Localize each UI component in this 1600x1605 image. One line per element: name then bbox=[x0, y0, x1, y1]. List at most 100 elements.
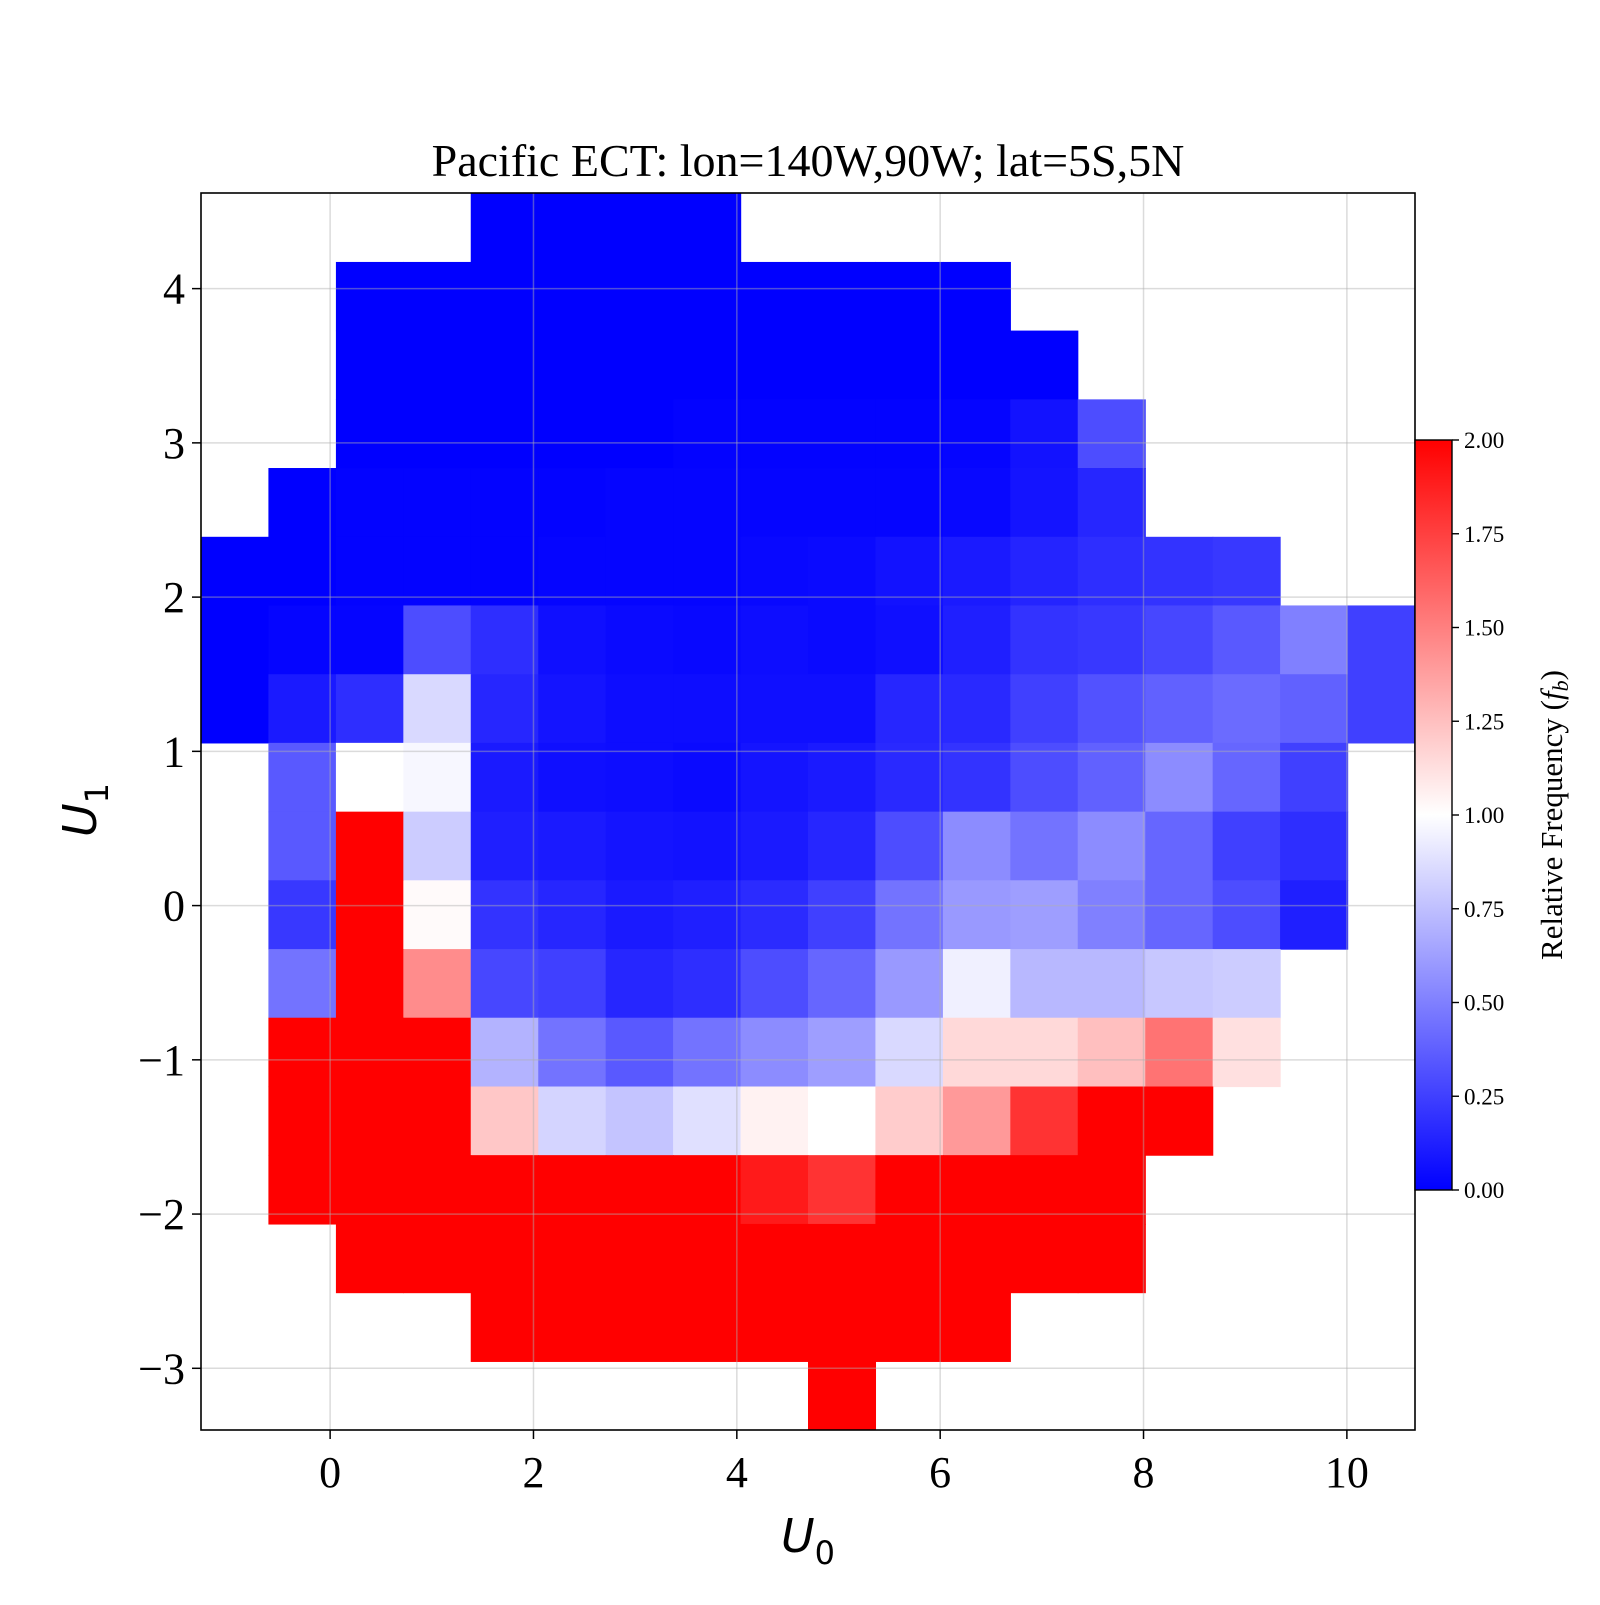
heatmap-cell bbox=[538, 742, 607, 813]
heatmap-cell bbox=[808, 880, 877, 950]
heatmap-cell bbox=[1077, 1155, 1146, 1225]
heatmap-cell bbox=[1010, 811, 1079, 881]
heatmap-cell bbox=[1145, 811, 1214, 881]
heatmap-cell bbox=[673, 1223, 742, 1294]
heatmap-cell bbox=[1010, 1223, 1079, 1294]
heatmap-cell bbox=[1010, 330, 1079, 400]
heatmap-cell bbox=[605, 1086, 674, 1156]
x-axis: 0 2 4 6 8 10 bbox=[319, 1430, 1369, 1497]
heatmap-cell bbox=[268, 1086, 337, 1156]
heatmap-cell bbox=[740, 399, 809, 469]
heatmap-cell bbox=[538, 811, 607, 881]
heatmap-cell bbox=[335, 949, 404, 1019]
heatmap-cell bbox=[403, 1017, 472, 1088]
heatmap-cell bbox=[942, 536, 1011, 607]
heatmap-cell bbox=[403, 330, 472, 400]
heatmap-cell bbox=[335, 399, 404, 469]
heatmap-cell bbox=[875, 468, 944, 538]
x-tick-label: 0 bbox=[319, 1448, 341, 1497]
heatmap-cell bbox=[605, 674, 674, 744]
heatmap-cell bbox=[268, 811, 337, 881]
heatmap-cell bbox=[268, 674, 337, 744]
heatmap-cell bbox=[605, 605, 674, 675]
heatmap-cell bbox=[875, 261, 944, 332]
heatmap-cell bbox=[1077, 605, 1146, 675]
heatmap-cell bbox=[1212, 605, 1281, 675]
heatmap-cells bbox=[201, 193, 1415, 1430]
heatmap-cell bbox=[1212, 880, 1281, 950]
heatmap-cell bbox=[673, 330, 742, 400]
heatmap-cell bbox=[403, 1155, 472, 1225]
heatmap-cell bbox=[538, 536, 607, 607]
heatmap-cell bbox=[538, 1155, 607, 1225]
heatmap-cell bbox=[335, 330, 404, 400]
heatmap-cell bbox=[808, 330, 877, 400]
heatmap-cell bbox=[268, 605, 337, 675]
heatmap-cell bbox=[335, 880, 404, 950]
heatmap-cell bbox=[470, 742, 539, 813]
heatmap-cell bbox=[470, 1086, 539, 1156]
heatmap-cell bbox=[808, 811, 877, 881]
heatmap-cell bbox=[470, 811, 539, 881]
heatmap-cell bbox=[335, 605, 404, 675]
heatmap-cell bbox=[1280, 742, 1349, 813]
heatmap-cell bbox=[740, 1292, 809, 1362]
heatmap-cell bbox=[1077, 880, 1146, 950]
heatmap-cell bbox=[875, 674, 944, 744]
heatmap-cell bbox=[470, 1017, 539, 1088]
heatmap-cell bbox=[403, 1223, 472, 1294]
heatmap-cell bbox=[1347, 605, 1415, 675]
heatmap-cell bbox=[808, 468, 877, 538]
heatmap-cell bbox=[942, 1086, 1011, 1156]
heatmap-cell bbox=[538, 261, 607, 332]
heatmap-cell bbox=[875, 330, 944, 400]
heatmap-cell bbox=[470, 536, 539, 607]
heatmap-cell bbox=[268, 742, 337, 813]
y-tick-label: −3 bbox=[138, 1344, 185, 1393]
heatmap-cell bbox=[470, 605, 539, 675]
colorbar-tick-label: 0.00 bbox=[1464, 1178, 1504, 1203]
y-tick-label: 4 bbox=[163, 265, 185, 314]
heatmap-cell bbox=[808, 742, 877, 813]
heatmap-cell bbox=[605, 811, 674, 881]
heatmap-cell bbox=[1212, 674, 1281, 744]
heatmap-cell bbox=[1010, 742, 1079, 813]
heatmap-cell bbox=[875, 536, 944, 607]
heatmap-cell bbox=[942, 1155, 1011, 1225]
heatmap-cell bbox=[470, 949, 539, 1019]
heatmap-cell bbox=[875, 811, 944, 881]
heatmap-cell bbox=[605, 880, 674, 950]
colorbar-tick-label: 1.75 bbox=[1464, 522, 1504, 547]
heatmap-cell bbox=[335, 674, 404, 744]
heatmap-cell bbox=[470, 468, 539, 538]
heatmap-cell bbox=[538, 1017, 607, 1088]
y-tick-label: 2 bbox=[163, 573, 185, 622]
heatmap-cell bbox=[875, 1223, 944, 1294]
heatmap-cell bbox=[1145, 880, 1214, 950]
heatmap-cell bbox=[538, 399, 607, 469]
heatmap-cell bbox=[1145, 536, 1214, 607]
heatmap-cell bbox=[808, 1017, 877, 1088]
y-tick-label: 0 bbox=[163, 882, 185, 931]
heatmap-cell bbox=[1010, 536, 1079, 607]
heatmap-cell bbox=[875, 742, 944, 813]
colorbar-label-sub: b bbox=[1548, 680, 1573, 691]
heatmap-cell bbox=[673, 261, 742, 332]
heatmap-cell bbox=[403, 399, 472, 469]
x-axis-label: U0 bbox=[781, 1509, 835, 1572]
heatmap-cell bbox=[1145, 949, 1214, 1019]
heatmap-cell bbox=[1077, 674, 1146, 744]
heatmap-cell bbox=[1077, 468, 1146, 538]
heatmap-cell bbox=[1077, 949, 1146, 1019]
heatmap-cell bbox=[403, 674, 472, 744]
heatmap-cell bbox=[403, 261, 472, 332]
heatmap-cell bbox=[605, 468, 674, 538]
heatmap-cell bbox=[808, 1086, 877, 1156]
heatmap-cell bbox=[201, 536, 270, 607]
heatmap-cell bbox=[1010, 674, 1079, 744]
heatmap-cell bbox=[942, 1017, 1011, 1088]
heatmap-cell bbox=[942, 399, 1011, 469]
heatmap-cell bbox=[1280, 880, 1349, 950]
heatmap-cell bbox=[268, 536, 337, 607]
heatmap-cell bbox=[470, 674, 539, 744]
